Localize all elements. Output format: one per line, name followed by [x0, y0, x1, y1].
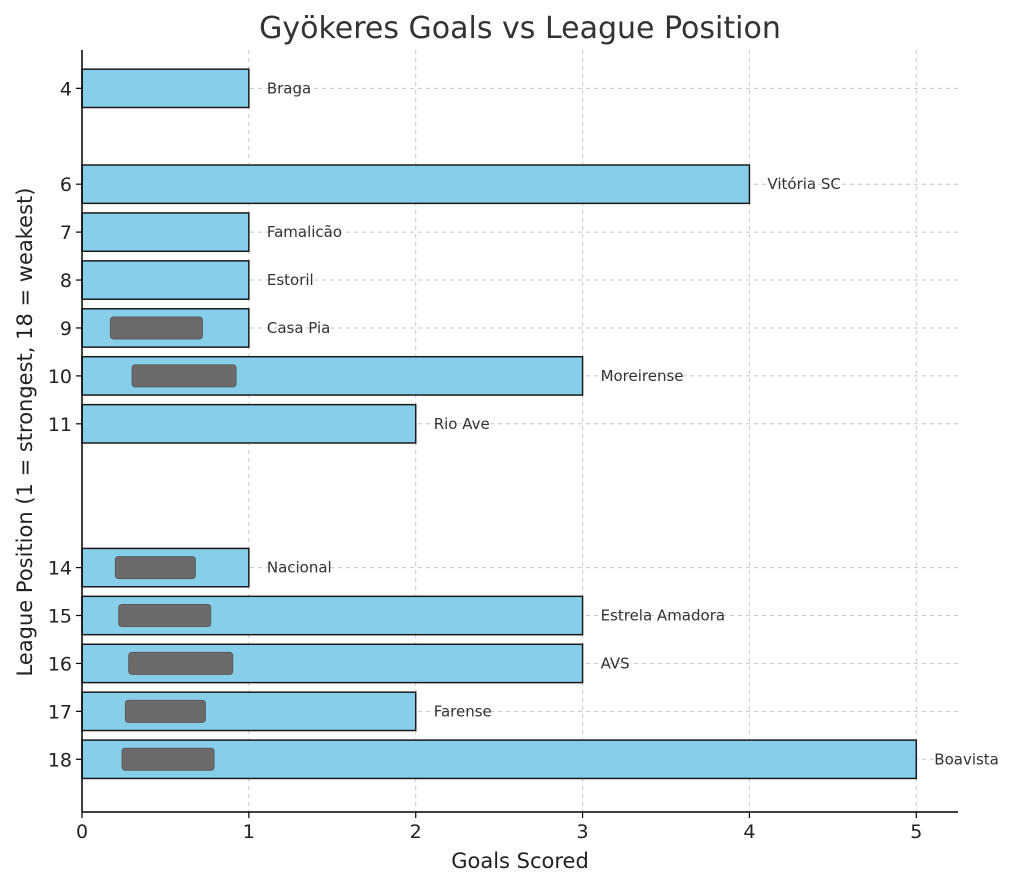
bar-data-label: Braga — [267, 79, 311, 97]
y-tick-label: 8 — [60, 270, 72, 292]
axes: 4 6 7 8 9 10 11 14 15 16 17 18 0 1 2 3 4 5 — [48, 50, 958, 843]
x-tick-label: 4 — [743, 821, 755, 843]
bar — [81, 68, 250, 109]
x-tick-label: 3 — [577, 821, 589, 843]
y-axis-label: League Position (1 = strongest, 18 = wea… — [13, 188, 37, 677]
bar — [81, 164, 751, 205]
bar — [81, 212, 250, 253]
redaction-mark — [118, 604, 212, 628]
bar-data-label: Boavista — [934, 750, 999, 768]
bar-data-label: Nacional — [267, 559, 332, 577]
bar-data-label: AVS — [601, 654, 630, 672]
x-axis-label: Goals Scored — [451, 849, 589, 873]
bar — [81, 739, 918, 780]
redaction-mark — [121, 747, 215, 771]
bar-data-label: Casa Pia — [267, 319, 331, 337]
y-tick-label: 10 — [48, 366, 72, 388]
bar-data-label: Famalicão — [267, 223, 342, 241]
bar-data-label: Estoril — [267, 271, 314, 289]
bar-data-label: Vitória SC — [767, 175, 840, 193]
y-tick-label: 17 — [48, 701, 72, 723]
bar-data-label: Estrela Amadora — [601, 607, 726, 625]
bar — [81, 403, 417, 444]
x-tick-label: 2 — [410, 821, 422, 843]
x-tick-label: 5 — [910, 821, 922, 843]
x-tick-label: 0 — [76, 821, 88, 843]
y-tick-label: 16 — [48, 653, 72, 675]
redaction-mark — [131, 364, 237, 388]
y-tick-label: 6 — [60, 174, 72, 196]
y-tick-label: 14 — [48, 558, 72, 580]
y-tick-label: 11 — [48, 414, 72, 436]
redaction-mark — [124, 699, 206, 723]
y-tick-label: 9 — [60, 318, 72, 340]
bar — [81, 260, 250, 300]
y-tick-label: 15 — [48, 606, 72, 628]
redaction-mark — [114, 556, 196, 580]
bar-data-label: Moreirense — [601, 367, 684, 385]
x-tick-label: 1 — [243, 821, 255, 843]
bar-data-label: Rio Ave — [434, 415, 490, 433]
redaction-mark — [128, 651, 234, 675]
redaction-marks — [109, 316, 237, 771]
bar-data-label: Farense — [434, 702, 492, 720]
y-tick-label: 4 — [60, 78, 72, 100]
y-tick-label: 18 — [48, 749, 72, 771]
y-tick-label: 7 — [60, 222, 72, 244]
redaction-mark — [109, 316, 203, 340]
chart-title: Gyökeres Goals vs League Position — [259, 11, 781, 46]
bar-labels: Braga Vitória SC Famalicão Estoril Casa Pia M… — [267, 79, 999, 768]
